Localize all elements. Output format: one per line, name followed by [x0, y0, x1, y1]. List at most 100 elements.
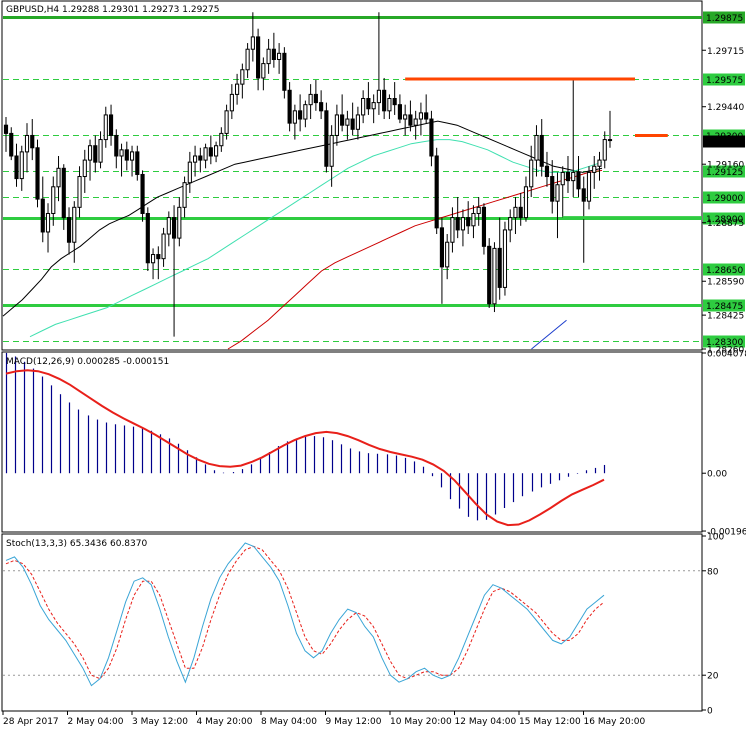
stoch-main-line [5, 542, 605, 687]
candle-body [129, 151, 135, 161]
candle-body [581, 188, 586, 202]
candle-body [161, 233, 166, 260]
candle-body [198, 155, 203, 161]
candle-body [586, 171, 592, 202]
macd-panel-frame [1, 351, 703, 533]
candle-body [93, 145, 98, 163]
candle-body [355, 114, 360, 130]
candle-body [103, 114, 108, 141]
candle-body [334, 114, 339, 136]
time-tick-label: 10 May 20:00 [390, 717, 452, 727]
candle-body [471, 212, 476, 227]
price-level-label: 1.29125 [706, 168, 743, 178]
time-tick-label: 3 May 12:00 [132, 717, 188, 727]
candle-body [571, 171, 576, 182]
candle-body [392, 98, 397, 106]
candle-body [45, 212, 51, 233]
candle-body [9, 132, 14, 157]
candle-body [266, 48, 271, 65]
candle-body [240, 69, 245, 85]
candle-body [408, 114, 413, 126]
candle-body [497, 247, 502, 288]
candle-body [481, 206, 487, 247]
candle-body [292, 110, 297, 124]
candle-body [397, 104, 402, 120]
time-tick-label: 8 May 04:00 [261, 717, 317, 727]
price-level-label: 1.28475 [706, 302, 743, 312]
macd-tick-label: 0.00 [707, 470, 727, 480]
stoch-signal-line [5, 545, 605, 680]
price-level-label: 1.29575 [706, 76, 743, 86]
candle-body [424, 112, 429, 120]
candle-body [19, 151, 24, 180]
price-level-label: 1.28300 [706, 338, 743, 348]
candle-body [576, 171, 581, 190]
candle-body [30, 134, 35, 149]
candle-body [529, 159, 534, 188]
candle-body [382, 89, 387, 112]
candle-body [82, 159, 87, 178]
price-level-label: 1.29875 [706, 14, 743, 24]
candle-body [324, 110, 329, 167]
candle-body [429, 118, 434, 157]
macd-signal-line [5, 369, 605, 527]
price-tick-label: 1.29440 [707, 103, 744, 113]
price-panel-title: GBPUSD,H4 1.29288 1.29301 1.29273 1.2927… [6, 5, 219, 15]
candle-body [544, 165, 550, 178]
candle-body [565, 171, 571, 182]
price-level-tag [703, 335, 745, 348]
price-axis: 1.298751.295751.293001.292751.291251.290… [702, 11, 745, 356]
candle-body [555, 184, 560, 202]
candle-body [261, 63, 266, 79]
price-level-tag [703, 191, 745, 204]
candle-body [214, 145, 219, 157]
candle-body [607, 139, 613, 142]
price-tick-label: 1.28590 [707, 278, 744, 288]
blue-trend-line [531, 319, 567, 350]
stoch-tick-label: 20 [707, 672, 719, 682]
candle-body [418, 112, 423, 120]
time-tick-label: 9 May 12:00 [326, 717, 382, 727]
ma-fast-line [227, 169, 603, 350]
time-tick-label: 15 May 12:00 [519, 717, 581, 727]
candle-body [592, 165, 597, 173]
candle-body [445, 241, 450, 268]
candle-body [56, 167, 61, 188]
candle-body [534, 134, 539, 161]
price-level-label: 1.28900 [706, 215, 743, 225]
price-moving-averages [2, 120, 603, 350]
candle-body [345, 118, 350, 126]
candle-body [108, 114, 114, 136]
candle-body [87, 145, 93, 161]
price-level-tag [703, 11, 745, 24]
price-level-tag [703, 135, 745, 148]
candle-body [150, 254, 156, 264]
stoch-tick-label: 0 [707, 707, 713, 717]
price-tick-label: 1.28425 [707, 312, 744, 322]
candle-body [439, 227, 445, 268]
candle-body [313, 93, 318, 104]
candle-body [256, 36, 261, 79]
time-tick-label: 4 May 20:00 [197, 717, 253, 727]
candle-body [329, 134, 334, 167]
candle-body [308, 93, 313, 106]
candle-body [376, 89, 381, 104]
candle-body [455, 217, 460, 231]
candle-body [51, 186, 56, 214]
candle-body [156, 254, 161, 260]
stoch-panel-frame [1, 533, 703, 712]
candle-body [303, 104, 308, 120]
time-tick-label: 16 May 20:00 [584, 717, 646, 727]
candle-body [476, 206, 481, 214]
candle-body [413, 118, 418, 126]
price-level-label: 1.29275 [706, 138, 743, 148]
macd-tick-label: 0.004078 [707, 350, 746, 360]
candle-body [166, 217, 171, 235]
candle-body [539, 134, 544, 167]
candle-body [282, 52, 287, 91]
price-level-label: 1.29000 [706, 194, 743, 204]
candle-body [319, 102, 324, 112]
candle-body [77, 176, 82, 208]
